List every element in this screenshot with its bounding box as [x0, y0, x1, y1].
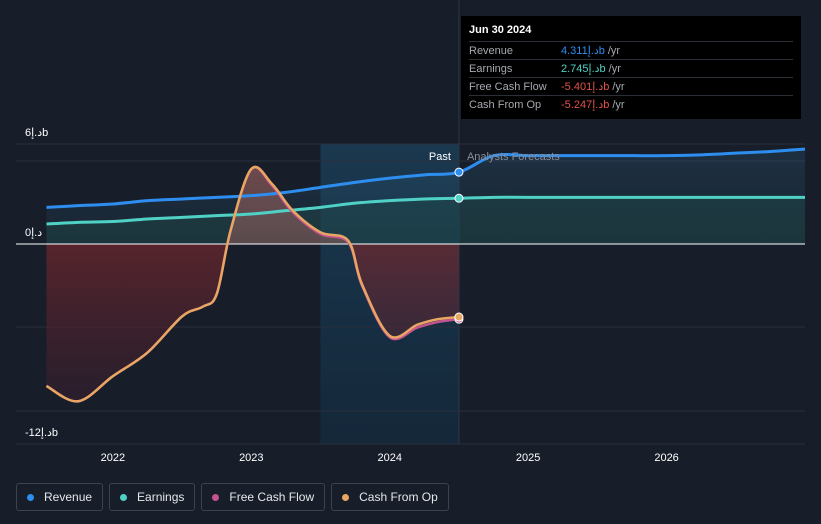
legend-dot-icon [120, 493, 128, 501]
tooltip-row-earnings: Earnings 2.745د.إb /yr [469, 59, 793, 77]
legend-item-free-cash-flow[interactable]: Free Cash Flow [201, 483, 326, 511]
tooltip: Jun 30 2024 Revenue 4.311د.إb /yr Earnin… [461, 16, 801, 119]
tooltip-value: -5.247د.إb [561, 99, 610, 111]
x-tick-label: 2024 [377, 452, 401, 464]
tooltip-unit: /yr [607, 44, 621, 57]
tooltip-unit: /yr [612, 80, 625, 93]
earnings-line [46, 195, 805, 226]
y-tick-label: 6د.إb [25, 127, 48, 139]
tooltip-value: -5.401د.إb [561, 81, 610, 93]
y-tick-label: -12د.إb [25, 427, 58, 439]
legend: Revenue Earnings Free Cash Flow Cash Fro… [16, 483, 449, 511]
axis-labels: 6د.إb 0د.إ -12د.إb 2022 2023 2024 2025 2026 [25, 127, 679, 464]
legend-item-cash-from-op[interactable]: Cash From Op [331, 483, 449, 511]
tooltip-row-revenue: Revenue 4.311د.إb /yr [469, 41, 793, 59]
tooltip-row-free-cash-flow: Free Cash Flow -5.401د.إb /yr [469, 77, 793, 95]
series-lines [45, 147, 806, 403]
tooltip-value: 4.311د.إb [561, 45, 605, 57]
series-markers [454, 167, 464, 324]
x-tick-label: 2026 [654, 452, 678, 464]
tooltip-label: Cash From Op [469, 98, 542, 111]
forecast-label: Analysts Forecasts [467, 151, 560, 163]
legend-item-earnings[interactable]: Earnings [109, 483, 196, 511]
legend-label: Revenue [44, 490, 93, 504]
legend-label: Free Cash Flow [229, 490, 315, 504]
tooltip-value: 2.745د.إb [561, 63, 606, 75]
legend-label: Earnings [137, 490, 185, 504]
legend-label: Cash From Op [359, 490, 438, 504]
tooltip-unit: /yr [612, 98, 625, 111]
y-tick-label: 0د.إ [25, 227, 42, 239]
cash-from-op-line [45, 165, 460, 403]
x-tick-label: 2023 [239, 452, 263, 464]
cash-negative-area [46, 244, 459, 402]
tooltip-label: Earnings [469, 62, 513, 75]
x-tick-label: 2025 [516, 452, 540, 464]
tooltip-label: Free Cash Flow [469, 80, 547, 93]
tooltip-date: Jun 30 2024 [469, 24, 532, 36]
legend-dot-icon [27, 493, 34, 501]
past-label: Past [429, 151, 451, 163]
legend-dot-icon [212, 493, 220, 501]
revenue-line [46, 147, 806, 209]
legend-item-revenue[interactable]: Revenue [16, 483, 104, 511]
revenue-marker [454, 167, 464, 177]
tooltip-label: Revenue [469, 44, 514, 57]
tooltip-unit: /yr [608, 62, 621, 75]
tooltip-row-cash-from-op: Cash From Op -5.247د.إb /yr [469, 95, 793, 113]
earnings-marker [454, 193, 464, 203]
cash-from-op-marker [454, 312, 464, 322]
legend-dot-icon [342, 493, 350, 501]
x-tick-label: 2022 [101, 452, 125, 464]
series-areas [46, 149, 805, 402]
cash-positive-area [46, 167, 459, 244]
chart-area: 6د.إb 0د.إ -12د.إb 2022 2023 2024 2025 2026 Pas… [16, 0, 806, 464]
